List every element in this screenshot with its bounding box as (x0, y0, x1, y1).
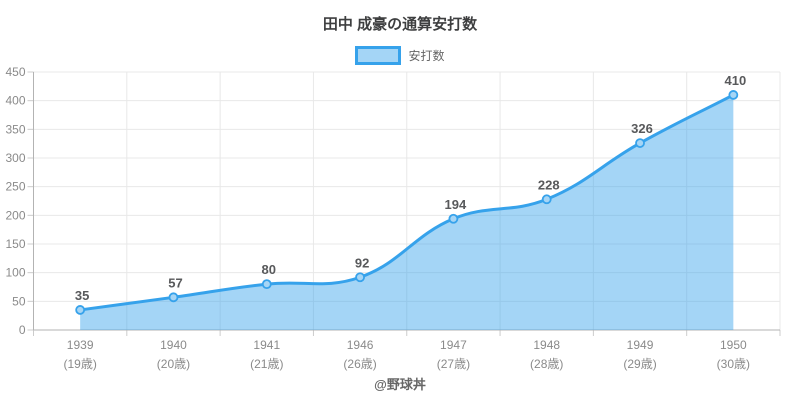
series-line (78, 93, 735, 312)
legend-label: 安打数 (408, 49, 445, 63)
footer-watermark: @野球丼 (374, 377, 426, 392)
chart-title: 田中 成豪の通算安打数 (322, 16, 478, 33)
data-label: 326 (631, 121, 653, 136)
y-tick-label: 50 (12, 294, 26, 308)
y-tick-label: 0 (19, 323, 26, 337)
y-tick-label: 400 (5, 94, 25, 108)
data-point-1947[interactable] (448, 213, 459, 224)
x-tick-label-year: 1948 (533, 338, 560, 352)
y-tick-label: 150 (5, 237, 25, 251)
data-point-1941[interactable] (261, 279, 272, 290)
data-label: 194 (445, 197, 467, 212)
x-tick-label-age: (21歳) (250, 357, 283, 371)
data-label: 92 (355, 255, 369, 270)
data-point-1940[interactable] (168, 292, 179, 303)
data-point-1949[interactable] (635, 138, 645, 148)
x-tick-label-age: (30歳) (717, 357, 750, 371)
y-tick-label: 450 (5, 65, 25, 79)
x-tick-label-age: (29歳) (623, 357, 656, 371)
data-label: 80 (262, 262, 276, 277)
x-tick-label-age: (28歳) (530, 357, 563, 371)
data-label: 410 (724, 73, 746, 88)
x-tick-label-age: (26歳) (343, 357, 376, 371)
x-tick-label-age: (27歳) (437, 357, 470, 371)
data-point-1946[interactable] (355, 272, 365, 283)
x-tick-label-year: 1939 (67, 338, 94, 352)
x-tick-label-year: 1941 (253, 338, 280, 352)
x-tick-label-age: (20歳) (157, 357, 190, 371)
data-label: 228 (538, 177, 560, 192)
legend-item-hits[interactable]: 安打数 (0, 46, 800, 65)
y-tick-label: 250 (5, 180, 25, 194)
y-tick-label: 300 (5, 151, 25, 165)
data-point-1950[interactable] (728, 90, 739, 100)
legend-swatch (355, 46, 402, 65)
data-point-1939[interactable] (75, 305, 86, 315)
y-tick-label: 200 (5, 208, 25, 222)
x-tick-label-year: 1950 (720, 338, 747, 352)
x-tick-label-year: 1940 (160, 338, 187, 352)
x-tick-label-year: 1946 (347, 338, 374, 352)
y-tick-label: 350 (5, 122, 25, 136)
x-tick-label-year: 1949 (627, 338, 654, 352)
data-label: 35 (75, 288, 89, 303)
y-tick-label: 100 (5, 266, 25, 280)
data-label: 57 (168, 275, 182, 290)
series-area-fill (80, 94, 734, 330)
x-tick-label-year: 1947 (440, 338, 467, 352)
x-tick-label-age: (19歳) (63, 357, 96, 371)
data-point-1948[interactable] (541, 194, 552, 205)
